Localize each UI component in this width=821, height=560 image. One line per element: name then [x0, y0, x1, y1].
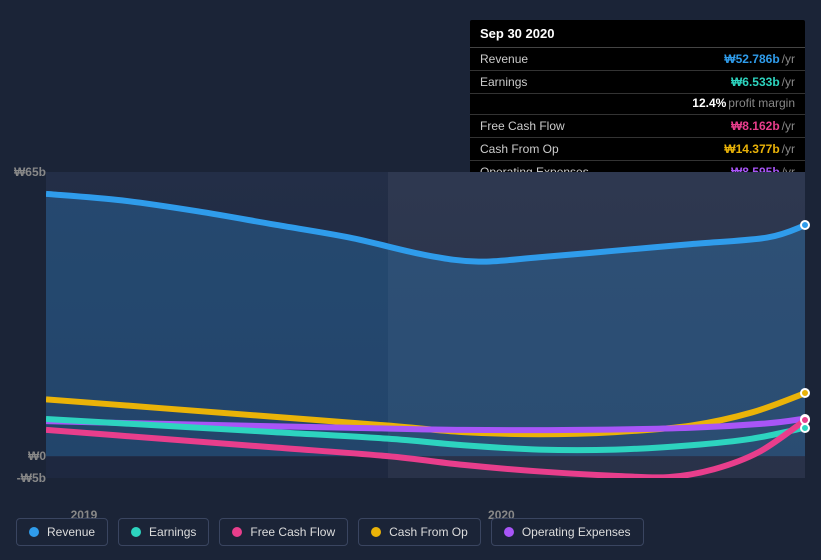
legend-label: Operating Expenses	[522, 525, 631, 539]
series-endpoint	[800, 220, 810, 230]
tooltip-row: Earnings₩6.533b /yr	[470, 71, 805, 94]
tooltip-suffix: profit margin	[728, 96, 795, 110]
tooltip-label: Earnings	[480, 75, 731, 89]
financial-chart[interactable]: ₩65b₩0-₩5b 20192020	[16, 150, 805, 500]
tooltip-row: 12.4% profit margin	[470, 94, 805, 115]
legend-item-operating-expenses[interactable]: Operating Expenses	[491, 518, 644, 546]
legend-item-free-cash-flow[interactable]: Free Cash Flow	[219, 518, 348, 546]
tooltip-date: Sep 30 2020	[470, 20, 805, 48]
tooltip-label	[480, 96, 692, 110]
tooltip-suffix: /yr	[782, 52, 795, 66]
legend-dot	[131, 527, 141, 537]
series-endpoint	[800, 388, 810, 398]
tooltip-value: ₩6.533b	[731, 75, 780, 89]
y-axis-label: -₩5b	[17, 471, 46, 485]
legend-dot	[504, 527, 514, 537]
legend-dot	[371, 527, 381, 537]
y-axis-label: ₩0	[28, 449, 46, 463]
tooltip-row: Free Cash Flow₩8.162b /yr	[470, 115, 805, 138]
legend-dot	[29, 527, 39, 537]
tooltip-label: Revenue	[480, 52, 724, 66]
legend-dot	[232, 527, 242, 537]
chart-svg	[46, 172, 805, 478]
legend-label: Revenue	[47, 525, 95, 539]
tooltip-value: ₩52.786b	[724, 52, 779, 66]
y-axis-label: ₩65b	[14, 165, 46, 179]
tooltip-value: 12.4%	[692, 96, 726, 110]
tooltip-suffix: /yr	[782, 119, 795, 133]
legend-label: Free Cash Flow	[250, 525, 335, 539]
legend-item-revenue[interactable]: Revenue	[16, 518, 108, 546]
legend-item-cash-from-op[interactable]: Cash From Op	[358, 518, 481, 546]
legend-item-earnings[interactable]: Earnings	[118, 518, 209, 546]
legend-label: Cash From Op	[389, 525, 468, 539]
tooltip-label: Free Cash Flow	[480, 119, 731, 133]
legend-label: Earnings	[149, 525, 196, 539]
legend: Revenue Earnings Free Cash Flow Cash From O…	[16, 518, 644, 546]
series-endpoint	[800, 415, 810, 425]
plot-area[interactable]	[46, 172, 805, 478]
tooltip-suffix: /yr	[782, 75, 795, 89]
tooltip-value: ₩8.162b	[731, 119, 780, 133]
tooltip-row: Revenue₩52.786b /yr	[470, 48, 805, 71]
